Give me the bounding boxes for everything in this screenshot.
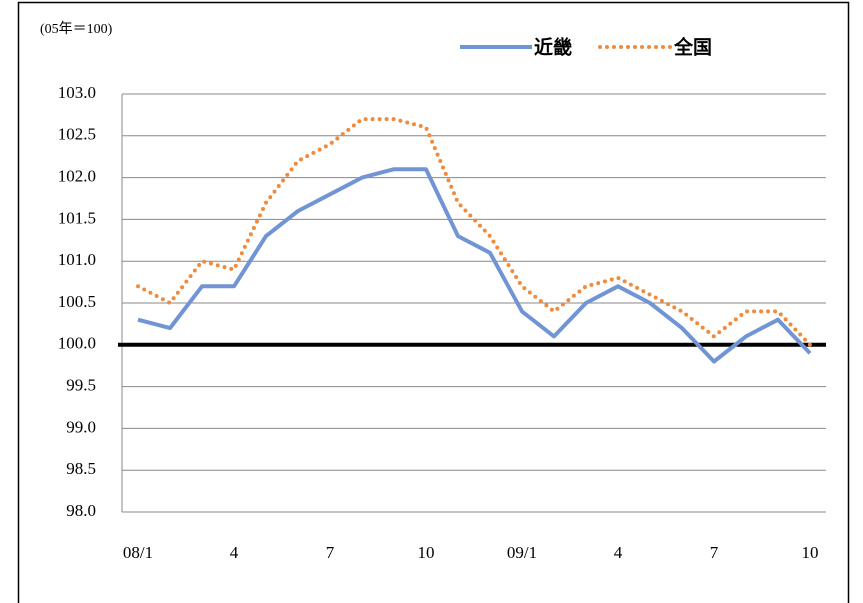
y-tick-label: 99.5 [66,376,96,395]
line-series [137,167,812,364]
y-tick-label: 101.5 [58,208,96,227]
y-tick-label: 99.0 [66,417,96,436]
y-tick-label: 101.0 [58,250,96,269]
y-tick-label: 102.0 [58,167,96,186]
x-tick-label: 08/1 [123,543,153,562]
x-tick-label: 7 [710,543,719,562]
x-tick-label: 4 [614,543,623,562]
y-tick-label: 100.5 [58,292,96,311]
legend-label: 近畿 [534,36,572,59]
y-tick-label: 103.0 [58,83,96,102]
x-tick-label: 7 [326,543,335,562]
y-tick-label: 102.5 [58,125,96,144]
x-tick-label: 4 [230,543,239,562]
y-tick-label: 98.0 [66,501,96,520]
y-tick-label: 100.0 [58,334,96,353]
x-tick-label: 10 [418,543,435,562]
y-tick-label: 98.5 [66,459,96,478]
x-tick-label: 09/1 [507,543,537,562]
legend-label: 全国 [673,36,712,59]
line-series [136,117,812,347]
x-tick-label: 10 [802,543,819,562]
frame [17,1,850,603]
y-axis-unit: (05年＝100) [40,21,113,37]
